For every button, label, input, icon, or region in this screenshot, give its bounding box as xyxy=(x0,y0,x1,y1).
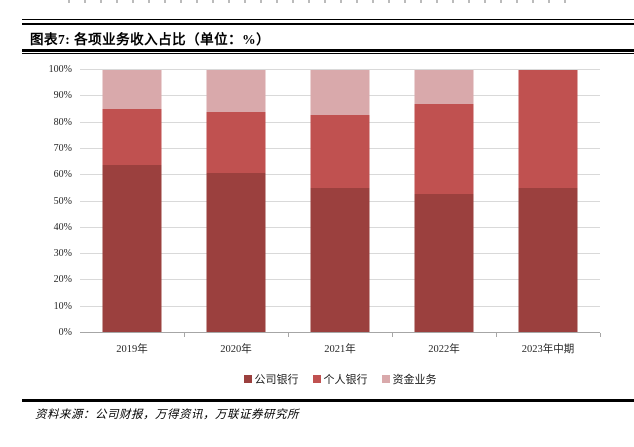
bar-segment xyxy=(310,188,370,333)
stacked-bar xyxy=(518,70,578,333)
stacked-bar xyxy=(206,70,266,333)
x-tick-mark xyxy=(184,333,185,337)
y-tick-label: 30% xyxy=(53,248,72,260)
bar-segment xyxy=(518,188,578,333)
legend-label: 资金业务 xyxy=(392,374,437,386)
bar-segment xyxy=(414,104,474,194)
x-tick-mark xyxy=(288,333,289,337)
bar-segment xyxy=(102,70,162,110)
y-tick-label: 0% xyxy=(58,327,72,338)
y-tick-label: 50% xyxy=(53,195,72,207)
legend-label: 个人银行 xyxy=(323,374,368,386)
legend-swatch xyxy=(312,375,321,383)
legend-swatch xyxy=(381,375,390,383)
title-bottom-rule-thick xyxy=(22,49,634,52)
y-tick-label: 10% xyxy=(53,300,72,312)
x-tick-mark xyxy=(600,333,601,337)
x-tick-mark xyxy=(392,333,393,337)
title-bottom-rule-thin xyxy=(22,53,634,54)
source-note: 资料来源：公司财报，万得资讯，万联证券研究所 xyxy=(35,409,299,421)
y-tick-label: 60% xyxy=(53,169,72,181)
bar-segment xyxy=(414,193,474,333)
y-tick-label: 40% xyxy=(53,221,72,233)
x-tick-label: 2020年 xyxy=(220,344,252,355)
bar-segment xyxy=(102,164,162,333)
x-axis-line xyxy=(80,331,600,333)
bar-segment xyxy=(518,70,578,189)
title-top-rule-thick xyxy=(22,22,634,25)
legend-item: 个人银行 xyxy=(312,371,368,387)
stacked-bar xyxy=(310,70,370,333)
legend-item: 公司银行 xyxy=(243,371,299,387)
bar-column xyxy=(288,70,392,333)
bar-segment xyxy=(102,109,162,165)
y-axis: 0% 10% 20% 30% 40% 50% 60% 70% 80% 90% 100% xyxy=(0,65,72,338)
legend: 公司银行 个人银行 资金业务 xyxy=(80,371,600,387)
x-tick-mark xyxy=(496,333,497,337)
y-tick-label: 80% xyxy=(53,116,72,128)
stacked-bar xyxy=(414,70,474,333)
figure-title: 图表7: 各项业务收入占比（单位：%） xyxy=(30,32,271,47)
bar-segment xyxy=(206,112,266,173)
plot-area xyxy=(80,69,601,337)
x-tick-label: 2022年 xyxy=(428,344,460,355)
x-tick-label: 2023年中期 xyxy=(521,344,575,355)
stacked-bar xyxy=(102,70,162,333)
gridline xyxy=(80,69,600,70)
footer-rule xyxy=(22,399,634,402)
y-tick-label: 100% xyxy=(48,64,72,75)
legend-swatch xyxy=(243,375,252,383)
clipped-text-remnant xyxy=(68,0,573,3)
y-tick-label: 70% xyxy=(53,142,72,154)
x-axis: 2019年 2020年 2021年 2022年 2023年中期 xyxy=(80,341,600,356)
y-tick-label: 20% xyxy=(53,274,72,286)
bar-segment xyxy=(310,70,370,115)
bar-segment xyxy=(414,70,474,105)
title-top-rule-thin xyxy=(22,19,634,20)
bar-segment xyxy=(206,172,266,333)
bar-column xyxy=(80,70,184,333)
legend-item: 资金业务 xyxy=(381,371,437,387)
x-tick-label: 2021年 xyxy=(324,344,356,355)
bar-column xyxy=(184,70,288,333)
bar-column xyxy=(392,70,496,333)
bar-column xyxy=(496,70,600,333)
bar-segment xyxy=(206,70,266,113)
y-tick-label: 90% xyxy=(53,90,72,102)
x-tick-label: 2019年 xyxy=(116,344,148,355)
legend-label: 公司银行 xyxy=(254,374,299,386)
bar-segment xyxy=(310,114,370,189)
